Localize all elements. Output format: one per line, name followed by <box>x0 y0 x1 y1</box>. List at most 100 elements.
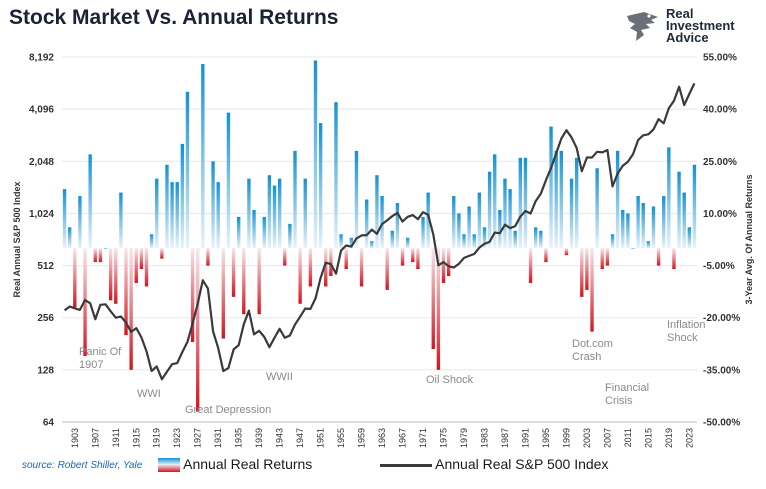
return-bar <box>667 147 671 249</box>
return-bar <box>216 182 220 249</box>
legend-line-label: Annual Real S&P 500 Index <box>435 456 609 472</box>
annotation-financial: Financial Crisis <box>605 382 649 407</box>
y-left-tick-label: 128 <box>37 365 54 376</box>
x-tick-label: 1947 <box>295 428 305 448</box>
annotation-line: WWI <box>137 388 161 400</box>
return-bar <box>672 248 676 270</box>
x-tick-label: 1919 <box>152 428 162 448</box>
return-bar <box>605 248 610 266</box>
return-bar <box>124 248 128 336</box>
x-tick-label: 1979 <box>459 428 469 448</box>
return-bar <box>554 150 558 249</box>
return-bar <box>467 206 471 249</box>
eagle-icon <box>627 12 658 41</box>
return-bar <box>631 248 635 249</box>
return-bar <box>267 175 272 249</box>
return-bar <box>615 150 620 249</box>
return-bar <box>498 209 502 249</box>
x-tick-label: 1903 <box>70 428 80 448</box>
return-bar <box>236 216 241 249</box>
y-left-tick-label: 8,192 <box>29 53 54 64</box>
x-tick-label: 1955 <box>336 428 346 448</box>
x-tick-label: 2007 <box>602 428 612 448</box>
legend-bars-swatch <box>158 458 180 473</box>
return-bar <box>677 171 681 249</box>
return-bar <box>523 157 528 249</box>
return-bar <box>574 157 579 249</box>
return-bar <box>242 248 246 315</box>
return-bar <box>354 150 359 249</box>
return-bar <box>170 182 174 249</box>
x-tick-label: 1943 <box>275 428 285 448</box>
return-bar <box>165 164 169 249</box>
return-bar <box>211 161 215 249</box>
return-bar <box>108 248 113 301</box>
return-bar <box>221 248 226 339</box>
annotation-line: Dot.com <box>572 338 613 350</box>
x-tick-label: 1987 <box>500 428 510 448</box>
return-bar <box>487 171 492 249</box>
y-right-tick-label: -20.00% <box>703 313 740 324</box>
y-right-axis-title: 3-Year Avg. Of Annual Returns <box>744 174 754 304</box>
annotation-line: Crash <box>572 351 601 363</box>
return-bar <box>144 248 149 287</box>
annotation-line: Inflation <box>667 319 706 331</box>
return-bar <box>231 248 236 297</box>
return-bar <box>682 192 686 249</box>
x-tick-label: 2015 <box>643 428 653 448</box>
return-bar <box>196 248 200 412</box>
return-bar <box>370 241 374 249</box>
annotation-line: Great Depression <box>185 404 271 416</box>
return-bar <box>416 248 420 270</box>
x-tick-label: 1911 <box>111 428 121 447</box>
return-bar <box>365 199 369 249</box>
x-tick-label: 1939 <box>254 428 264 448</box>
return-bar <box>139 248 144 270</box>
x-tick-label: 2003 <box>582 428 592 448</box>
x-tick-label: 1975 <box>439 428 449 448</box>
return-bar <box>646 241 651 249</box>
return-bar <box>283 248 287 266</box>
x-tick-label: 1963 <box>377 428 387 448</box>
return-bar <box>533 227 538 249</box>
annotation-line: Panic Of <box>79 346 122 358</box>
return-bar <box>262 216 266 249</box>
x-tick-label: 2019 <box>664 428 674 448</box>
return-bar <box>544 248 548 263</box>
annotation-wwi: WWI <box>137 388 161 400</box>
return-bar <box>303 178 307 249</box>
return-bar <box>569 178 574 249</box>
annotation-line: Financial <box>605 382 649 394</box>
annotation-line: WWII <box>266 371 293 383</box>
source-note: source: Robert Shiller, Yale <box>22 460 143 471</box>
annotation-panic: Panic Of 1907 <box>79 346 122 371</box>
return-bar <box>277 178 282 249</box>
x-tick-label: 1931 <box>213 428 223 448</box>
annotation-dotcom: Dot.com Crash <box>572 338 613 363</box>
logo-text: Real Investment Advice <box>666 6 735 45</box>
return-bar <box>190 248 195 343</box>
return-bar <box>472 234 476 249</box>
y-left-tick-label: 256 <box>37 313 54 324</box>
return-bar <box>687 227 692 249</box>
annotation-line: 1907 <box>79 359 103 371</box>
return-bar <box>62 189 67 249</box>
return-bar <box>349 237 354 249</box>
return-bar <box>477 192 482 249</box>
return-bar <box>93 248 97 263</box>
y-left-tick-label: 64 <box>43 418 55 429</box>
return-bar <box>344 248 348 270</box>
return-bar <box>313 60 318 249</box>
y-left-tick-label: 1,024 <box>29 209 54 220</box>
return-bar <box>98 248 103 263</box>
annotation-line: Crisis <box>605 395 633 407</box>
return-bar <box>252 209 256 249</box>
return-bar <box>201 63 205 249</box>
return-bar <box>446 248 451 276</box>
return-bar <box>119 192 123 249</box>
return-bar <box>114 248 118 304</box>
return-bar <box>175 182 179 249</box>
return-bar <box>160 248 164 259</box>
legend-bars-label: Annual Real Returns <box>183 456 313 472</box>
